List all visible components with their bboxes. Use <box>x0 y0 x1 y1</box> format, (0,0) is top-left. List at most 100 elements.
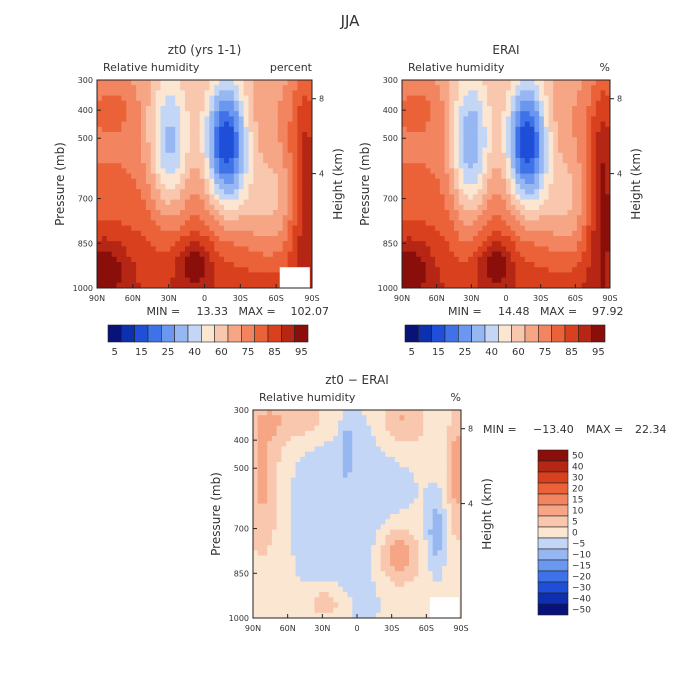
heatmap-cell <box>446 462 452 468</box>
heatmap-cell <box>160 215 166 221</box>
heatmap-cell <box>576 111 583 117</box>
heatmap-cell <box>106 267 113 273</box>
heatmap-cell <box>170 184 176 190</box>
heatmap-cell <box>572 204 578 211</box>
heatmap-cell <box>305 560 311 567</box>
heatmap-cell <box>253 163 259 169</box>
heatmap-cell <box>534 230 540 237</box>
heatmap-cell <box>416 225 422 232</box>
heatmap-cell <box>463 215 469 221</box>
heatmap-cell <box>286 410 292 416</box>
heatmap-cell <box>586 256 592 263</box>
heatmap-cell <box>444 106 450 112</box>
heatmap-cell <box>458 163 464 169</box>
heatmap-cell <box>131 111 137 117</box>
heatmap-cell <box>371 436 377 442</box>
heatmap-cell <box>307 147 313 154</box>
heatmap-cell <box>468 163 474 169</box>
heatmap-cell <box>425 121 431 128</box>
heatmap-cell <box>472 85 479 91</box>
heatmap-cell <box>385 540 391 546</box>
heatmap-cell <box>121 277 127 284</box>
heatmap-cell <box>219 80 225 86</box>
heatmap-cell <box>416 251 422 258</box>
heatmap-cell <box>394 514 400 520</box>
heatmap-cell <box>268 173 274 180</box>
heatmap-cell <box>456 451 462 458</box>
heatmap-cell <box>432 441 438 447</box>
heatmap-cell <box>101 142 108 148</box>
heatmap-cell <box>487 178 493 185</box>
heatmap-cell <box>258 163 264 169</box>
heatmap-cell <box>253 225 259 232</box>
heatmap-cell <box>529 236 535 242</box>
heatmap-cell <box>111 225 117 232</box>
heatmap-cell <box>209 282 215 289</box>
heatmap-cell <box>435 168 441 174</box>
heatmap-cell <box>409 446 415 452</box>
heatmap-cell <box>394 425 400 432</box>
heatmap-cell <box>468 262 474 268</box>
heatmap-cell <box>189 267 196 273</box>
heatmap-cell <box>263 142 269 148</box>
heatmap-cell <box>309 415 315 421</box>
heatmap-cell <box>375 540 382 546</box>
heatmap-cell <box>121 147 127 154</box>
heatmap-cell <box>458 251 464 258</box>
heatmap-cell <box>432 467 438 473</box>
heatmap-cell <box>140 241 147 247</box>
heatmap-cell <box>307 256 313 263</box>
heatmap-cell <box>97 168 103 174</box>
heatmap-cell <box>534 204 540 211</box>
heatmap-cell <box>121 194 127 200</box>
heatmap-cell <box>404 488 410 494</box>
heatmap-cell <box>160 277 166 284</box>
heatmap-cell <box>425 142 431 148</box>
heatmap-cell <box>449 236 455 242</box>
heatmap-cell <box>243 267 249 273</box>
heatmap-cell <box>233 152 240 159</box>
heatmap-cell <box>106 147 113 154</box>
heatmap-cell <box>180 178 186 185</box>
heatmap-cell <box>309 441 315 447</box>
heatmap-cell <box>302 256 308 263</box>
heatmap-cell <box>97 246 103 252</box>
heatmap-cell <box>600 168 606 174</box>
heatmap-cell <box>155 184 161 190</box>
heatmap-cell <box>586 85 592 91</box>
heatmap-cell <box>238 111 244 117</box>
heatmap-cell <box>272 194 279 200</box>
heatmap-cell <box>416 80 422 86</box>
heatmap-cell <box>97 80 103 86</box>
heatmap-cell <box>277 225 284 232</box>
heatmap-cell <box>449 163 455 169</box>
heatmap-cell <box>402 147 408 154</box>
heatmap-cell <box>233 147 240 154</box>
heatmap-cell <box>515 199 521 206</box>
heatmap-cell <box>534 262 540 268</box>
heatmap-cell <box>277 236 284 242</box>
heatmap-cell <box>272 256 279 263</box>
heatmap-cell <box>257 493 263 499</box>
heatmap-cell <box>506 173 512 180</box>
heatmap-cell <box>409 472 415 478</box>
heatmap-cell <box>253 90 259 96</box>
heatmap-cell <box>416 121 422 128</box>
heatmap-cell <box>276 566 282 572</box>
heatmap-cell <box>184 95 191 102</box>
heatmap-cell <box>524 142 531 148</box>
heatmap-cell <box>258 246 264 252</box>
heatmap-cell <box>106 184 113 190</box>
heatmap-cell <box>116 256 122 263</box>
heatmap-cell <box>282 173 288 180</box>
heatmap-cell <box>380 555 386 562</box>
heatmap-cell <box>506 158 512 164</box>
heatmap-cell <box>487 189 493 195</box>
heatmap-cell <box>253 215 259 221</box>
heatmap-cell <box>416 106 422 112</box>
heatmap-cell <box>515 256 521 263</box>
heatmap-cell <box>435 85 441 91</box>
heatmap-cell <box>184 121 191 128</box>
heatmap-cell <box>553 116 559 122</box>
heatmap-cell <box>472 199 479 206</box>
